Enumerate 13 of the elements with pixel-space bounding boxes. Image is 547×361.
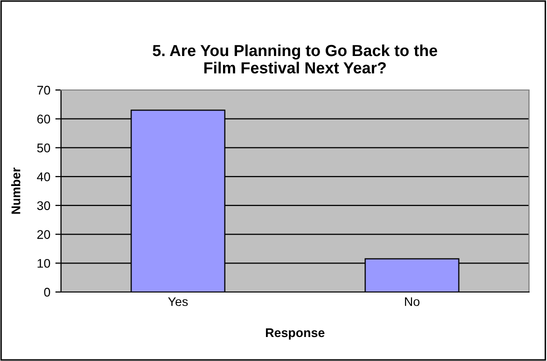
y-tick-label: 60 (37, 114, 50, 124)
x-tick-label: Yes (168, 297, 188, 306)
x-axis-title: Response (266, 328, 324, 340)
y-tick-label: 50 (37, 144, 50, 152)
chart-title: 5. Are You Planning to Go Back to the Film Festival Next Year? (152, 44, 438, 74)
y-tick-label: 40 (36, 172, 50, 182)
y-tick-label: 10 (38, 258, 50, 268)
y-tick-label: 20 (37, 230, 50, 239)
y-tick-label: 70 (37, 86, 50, 95)
y-tick-label: 30 (37, 201, 50, 210)
y-tick-label: 0 (44, 288, 50, 297)
x-tick-label: No (405, 297, 420, 306)
y-axis-title: Number (11, 168, 20, 214)
